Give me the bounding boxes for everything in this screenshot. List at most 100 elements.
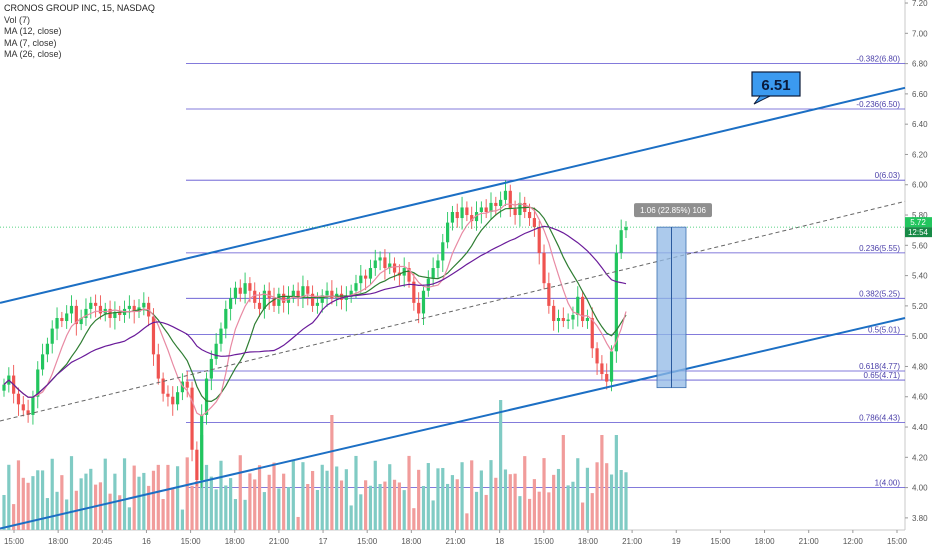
volume-bar bbox=[354, 455, 358, 530]
x-tick-label: 21:00 bbox=[269, 537, 290, 546]
volume-bar bbox=[45, 498, 49, 530]
volume-bar bbox=[484, 494, 488, 530]
volume-bar bbox=[219, 460, 223, 530]
candle-body bbox=[585, 318, 590, 322]
volume-bar bbox=[383, 481, 387, 530]
y-tick-label: 5.00 bbox=[912, 332, 928, 341]
y-tick-label: 5.60 bbox=[912, 241, 928, 250]
volume-bar bbox=[161, 499, 165, 530]
volume-bar bbox=[421, 486, 426, 530]
x-tick-label: 21:00 bbox=[799, 537, 820, 546]
x-tick-label: 17 bbox=[319, 537, 328, 546]
candle-body bbox=[566, 319, 570, 322]
candle-body bbox=[151, 316, 156, 355]
candle-body bbox=[576, 296, 580, 315]
candle-body bbox=[185, 381, 189, 388]
ma26-line bbox=[3, 225, 627, 398]
volume-bar bbox=[561, 435, 565, 530]
volume-bar bbox=[450, 475, 455, 530]
candle-body bbox=[484, 207, 488, 212]
candle-body bbox=[2, 384, 6, 391]
volume-bar bbox=[142, 472, 146, 530]
volume-bar bbox=[513, 473, 517, 530]
fib-level-label: -0.382(6.80) bbox=[856, 55, 900, 64]
candle-body bbox=[257, 302, 262, 309]
countdown-label: 12:54 bbox=[908, 228, 929, 237]
candle-body bbox=[79, 318, 83, 325]
candle-body bbox=[368, 268, 373, 279]
candle-body bbox=[26, 410, 30, 415]
candle-body bbox=[21, 404, 25, 411]
x-tick-label: 18:00 bbox=[48, 537, 69, 546]
volume-bar bbox=[349, 505, 353, 530]
x-tick-label: 20:45 bbox=[92, 537, 113, 546]
y-tick-label: 3.80 bbox=[912, 514, 928, 523]
candle-body bbox=[74, 305, 78, 325]
volume-bar bbox=[118, 495, 122, 530]
channel-upper-line bbox=[0, 86, 906, 304]
volume-bar bbox=[600, 435, 604, 530]
legend-ma26: MA (26, close) bbox=[4, 49, 62, 59]
volume-bar bbox=[209, 476, 213, 530]
volume-bar bbox=[576, 458, 580, 530]
fib-level-label: 0.236(5.55) bbox=[859, 244, 900, 253]
volume-bar bbox=[378, 484, 382, 530]
volume-bar bbox=[474, 491, 479, 530]
channel-lower-line bbox=[0, 317, 906, 530]
candle-body bbox=[243, 283, 247, 294]
candle-body bbox=[436, 260, 440, 269]
candle-body bbox=[89, 302, 93, 309]
measure-label: 1.06 (22.85%) 106 bbox=[640, 206, 706, 215]
candle-body bbox=[248, 283, 252, 291]
candle-body bbox=[94, 302, 98, 306]
candle-body bbox=[388, 263, 392, 269]
volume-bar bbox=[171, 487, 175, 530]
fib-level-label: 0.618(4.77) bbox=[859, 362, 900, 371]
candle-body bbox=[344, 296, 348, 300]
candle-body bbox=[445, 222, 450, 243]
candle-body bbox=[450, 212, 455, 223]
candle-body bbox=[306, 286, 310, 294]
candle-body bbox=[132, 305, 136, 312]
fib-level-label: 0.5(5.01) bbox=[868, 326, 900, 335]
volume-bar bbox=[12, 504, 16, 530]
candle-body bbox=[253, 290, 257, 303]
candle-body bbox=[209, 358, 213, 379]
candle-body bbox=[460, 207, 464, 219]
volume-bar bbox=[417, 469, 421, 530]
candle-body bbox=[296, 290, 300, 299]
x-tick-label: 21:00 bbox=[445, 537, 466, 546]
volume-bar bbox=[479, 470, 483, 530]
volume-bar bbox=[60, 475, 64, 530]
candle-body bbox=[219, 328, 223, 344]
volume-bar bbox=[508, 474, 512, 530]
candle-body bbox=[431, 268, 435, 279]
volume-bar bbox=[267, 474, 271, 530]
chart-legend: CRONOS GROUP INC, 15, NASDAQ Vol (7) MA … bbox=[4, 3, 155, 61]
candle-body bbox=[489, 202, 493, 212]
volume-bar bbox=[547, 492, 551, 530]
volume-bar bbox=[325, 470, 329, 530]
volume-bar bbox=[581, 502, 585, 530]
candle-body bbox=[479, 207, 483, 212]
volume-bar bbox=[98, 482, 103, 530]
volume-bar bbox=[335, 466, 339, 530]
candle-body bbox=[272, 298, 276, 306]
x-tick-label: 18:00 bbox=[578, 537, 599, 546]
x-tick-label: 15:00 bbox=[887, 537, 908, 546]
volume-bar bbox=[243, 499, 247, 530]
candle-body bbox=[69, 305, 74, 314]
candle-body bbox=[349, 290, 353, 297]
candle-body bbox=[407, 268, 411, 282]
volume-bar bbox=[238, 455, 242, 530]
volume-bar bbox=[84, 473, 88, 530]
fib-level-label: 1(4.00) bbox=[875, 479, 901, 488]
x-tick-label: 15:00 bbox=[710, 537, 731, 546]
channel-mid-line bbox=[0, 200, 906, 422]
volume-bar bbox=[339, 480, 344, 530]
candle-body bbox=[166, 393, 170, 397]
candle-body bbox=[142, 302, 146, 308]
volume-bar bbox=[619, 470, 623, 530]
